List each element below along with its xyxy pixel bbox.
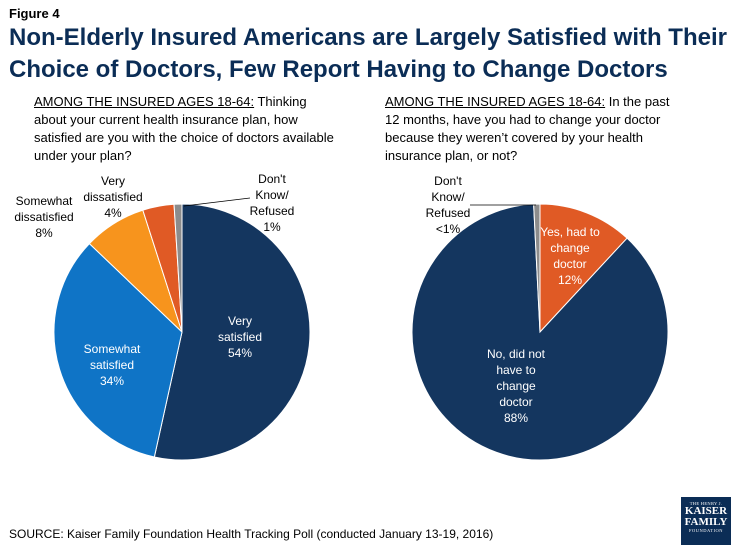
pie-slice-don-t-know-refused (173, 203, 183, 333)
pie-slice-yes-had-to-change-doctor (539, 203, 628, 334)
left-question-text: Thinking about your current health insur… (34, 94, 334, 163)
slice-label-yes-had-to-change-doctor: Yes, had to change doctor 12% (540, 225, 600, 287)
slice-label-don-t-know-refused: Don't Know/Refused <1% (426, 174, 471, 236)
right-question-text: In the past 12 months, have you had to c… (385, 94, 670, 163)
logo-line3: FAMILY (684, 516, 728, 528)
satisfaction-pie (53, 203, 311, 461)
pie-slice-very-satisfied (153, 203, 311, 461)
change-doctor-pie (411, 203, 669, 461)
right-question-prefix: AMONG THE INSURED AGES 18-64: (385, 94, 606, 109)
figure-label: Figure 4 (9, 6, 60, 21)
slice-label-somewhat-satisfied: Somewhat satisfied 34% (84, 342, 141, 388)
slice-label-no-did-not-have-to-change-doctor: No, did not have to change doctor 88% (487, 347, 546, 425)
pie-slice-don-t-know-refused (533, 203, 541, 333)
source-note: SOURCE: Kaiser Family Foundation Health … (9, 527, 494, 541)
slice-label-don-t-know-refused: Don't Know/Refused 1% (250, 172, 295, 234)
logo-line4: FOUNDATION (689, 528, 723, 533)
chart-title: Non-Elderly Insured Americans are Largel… (9, 24, 727, 83)
slice-label-very-dissatisfied: Very dissatisfied 4% (83, 174, 142, 220)
logo-line2: KAISER (684, 505, 728, 517)
pie-slice-somewhat-satisfied (53, 242, 183, 458)
pie-labels: Very satisfied 54% Somewhat satisfied 34% Some… (14, 172, 600, 425)
left-question-prefix: AMONG THE INSURED AGES 18-64: (34, 94, 255, 109)
kff-logo: THE HENRY J. KAISER FAMILY FOUNDATION (681, 497, 731, 545)
logo-line1: THE HENRY J. (689, 501, 723, 506)
pie-slice-no-did-not-have-to-change-doctor (411, 203, 669, 461)
leader-line (183, 197, 251, 207)
left-question: AMONG THE INSURED AGES 18-64: Thinking a… (34, 93, 334, 165)
right-question: AMONG THE INSURED AGES 18-64: In the pas… (385, 93, 685, 165)
slice-label-somewhat-dissatisfied: Somewhat dissatisfied 8% (14, 194, 73, 240)
slice-label-very-satisfied: Very satisfied 54% (218, 314, 262, 360)
